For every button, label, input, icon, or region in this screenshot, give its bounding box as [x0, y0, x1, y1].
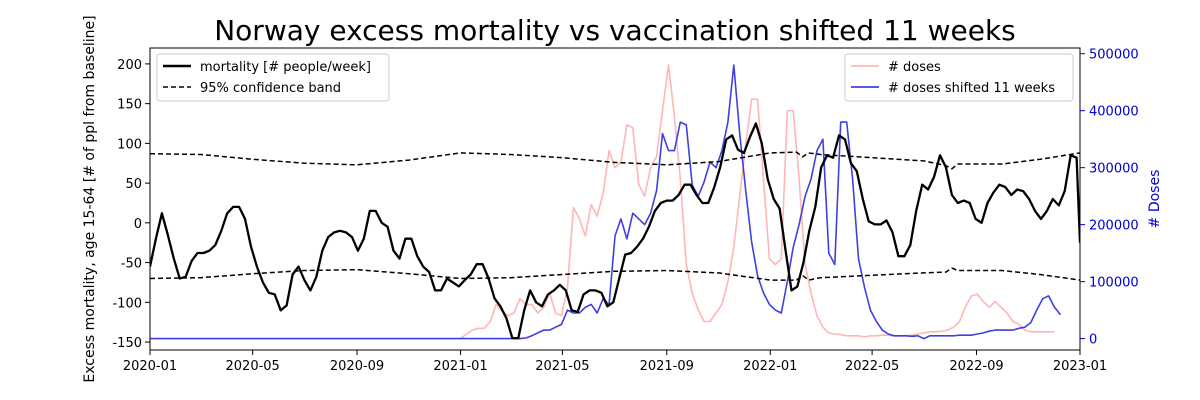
doses-line — [460, 64, 1055, 340]
series-layer — [150, 64, 1080, 340]
x-tick-label: 2021-01 — [433, 359, 487, 374]
x-tick-label: 2020-01 — [123, 359, 177, 374]
legend-right: # doses # doses shifted 11 weeks — [844, 53, 1074, 102]
y-right-tick-label: 300000 — [1089, 162, 1139, 177]
x-tick-label: 2022-05 — [845, 359, 899, 374]
legend-doses-shifted-label: # doses shifted 11 weeks — [888, 81, 1055, 96]
y-right-tick-label: 100000 — [1089, 276, 1139, 291]
x-tick-label: 2023-01 — [1053, 359, 1107, 374]
y-tick-label: 50 — [125, 177, 142, 192]
mortality-line — [150, 122, 1080, 340]
y-right-tick-label: 500000 — [1089, 48, 1139, 63]
y-axis-right-label: # Doses — [1147, 170, 1163, 229]
x-tick-label: 2020-05 — [226, 359, 280, 374]
y-tick-label: -150 — [112, 336, 142, 351]
x-axis: 2020-01 2020-05 2020-09 2021-01 2021-05 2021-… — [123, 350, 1107, 374]
x-tick-label: 2020-09 — [330, 359, 384, 374]
y-right-tick-label: 0 — [1089, 333, 1097, 348]
y-tick-label: 150 — [117, 98, 142, 113]
y-axis-label: Excess mortality, age 15-64 [# of ppl fr… — [82, 15, 98, 382]
right-axis: 0 100000 200000 300000 400000 500000 — [1080, 48, 1139, 348]
confidence-band-line — [150, 151, 1080, 170]
y-tick-label: 200 — [117, 58, 142, 73]
confidence-band-line — [150, 267, 1080, 281]
legend-doses-label: # doses — [888, 60, 941, 75]
legend-band-label: 95% confidence band — [200, 81, 341, 96]
x-tick-label: 2022-09 — [949, 359, 1003, 374]
y-tick-label: 100 — [117, 137, 142, 152]
chart-title: Norway excess mortality vs vaccination s… — [214, 14, 1016, 47]
y-tick-label: -100 — [112, 296, 142, 311]
legend-left: mortality [# people/week] 95% confidence… — [156, 53, 390, 102]
y-right-tick-label: 200000 — [1089, 219, 1139, 234]
x-tick-label: 2021-05 — [535, 359, 589, 374]
y-right-tick-label: 400000 — [1089, 105, 1139, 120]
doses-shifted-line — [150, 64, 1062, 340]
plot-frame — [149, 47, 1081, 351]
left-axis: -150 -100 -50 0 50 100 150 200 — [112, 58, 150, 351]
x-tick-label: 2022-01 — [743, 359, 797, 374]
legend-mortality-label: mortality [# people/week] — [200, 60, 371, 75]
y-tick-label: -50 — [121, 257, 142, 272]
x-tick-label: 2021-09 — [640, 359, 694, 374]
y-tick-label: 0 — [134, 217, 142, 232]
